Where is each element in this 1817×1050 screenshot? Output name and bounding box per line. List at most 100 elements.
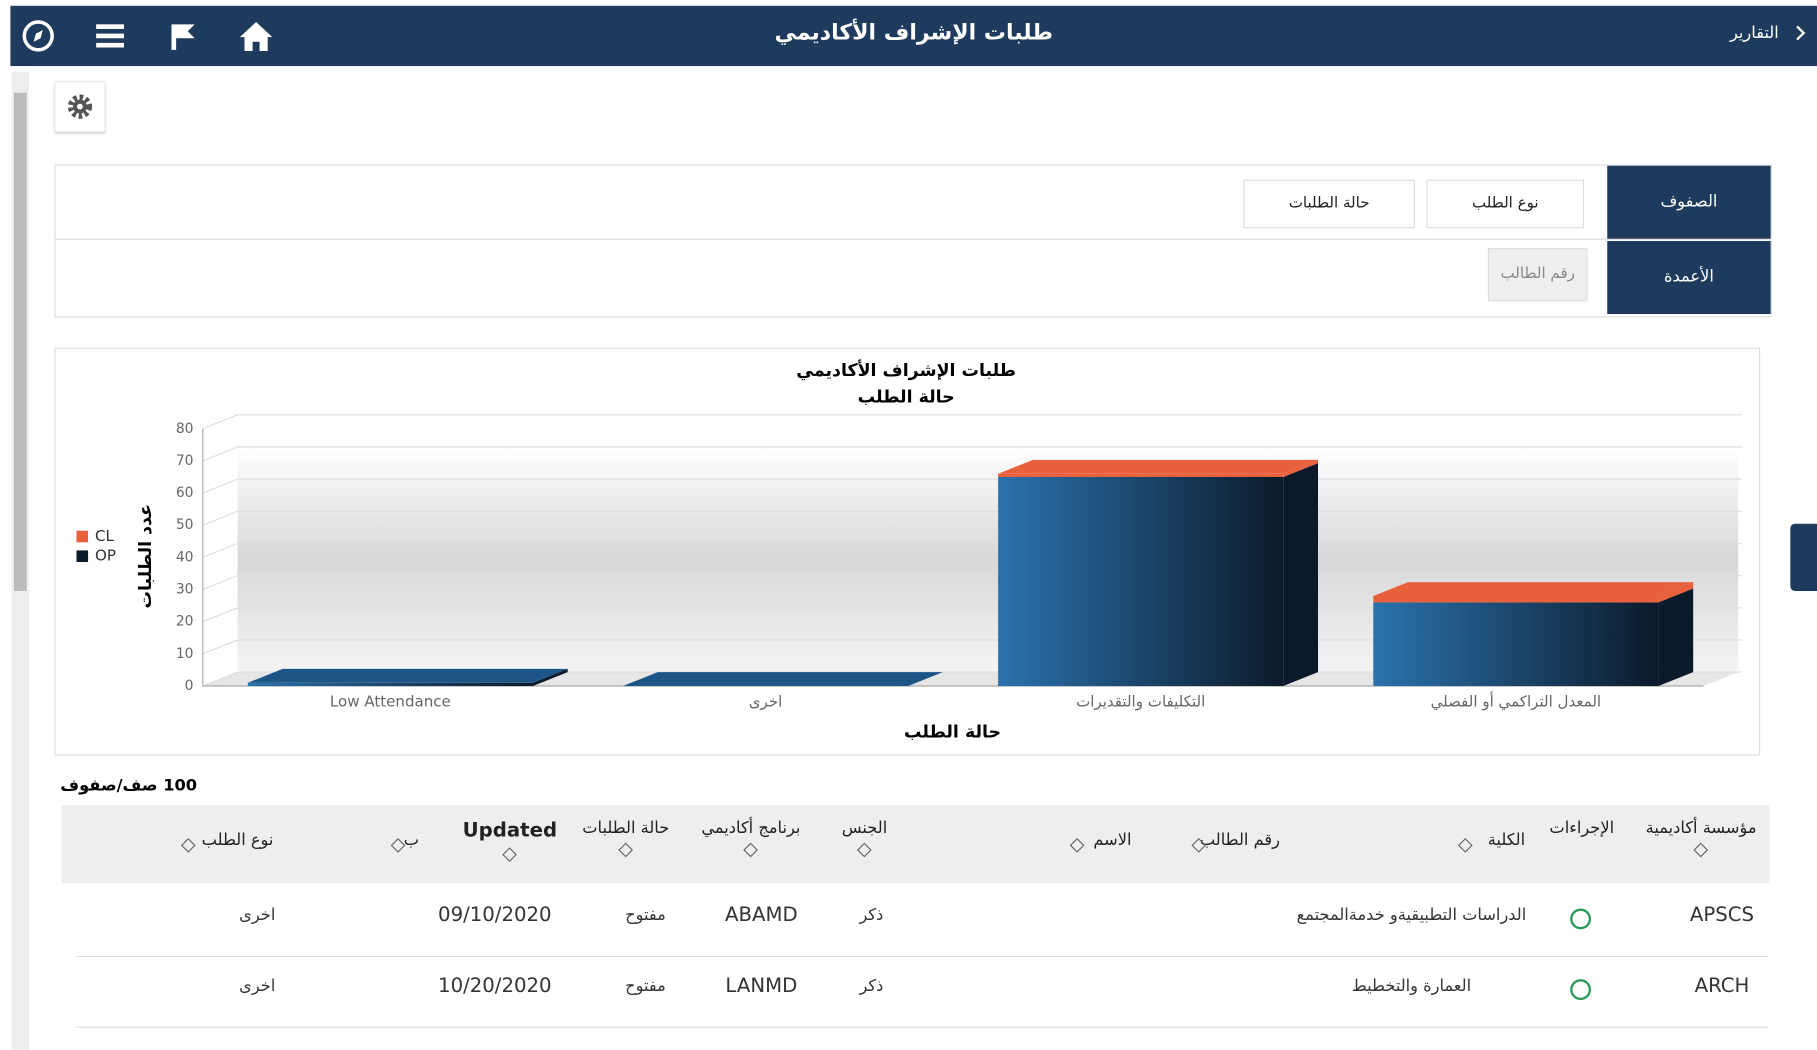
scroll-thumb[interactable] — [13, 92, 27, 591]
y-tick-label: 20 — [176, 614, 194, 630]
table-cell: مفتوح — [625, 976, 666, 996]
row-field-chip[interactable]: نوع الطلب — [1426, 179, 1585, 229]
bar-side — [1283, 459, 1319, 477]
table-cell: اخرى — [239, 906, 276, 925]
legend-swatch — [76, 550, 89, 563]
grid-line — [202, 510, 238, 526]
chart-title: طلبات الإشراف الأكاديمي — [796, 359, 1016, 381]
bar — [998, 476, 1284, 687]
y-tick-label: 80 — [176, 421, 194, 437]
bar-side — [1658, 588, 1694, 687]
menu-icon[interactable] — [92, 17, 129, 54]
x-axis-title: حالة الطلب — [904, 722, 1001, 742]
column-header: رقم الطالب — [1199, 830, 1280, 850]
sort-icon[interactable] — [1069, 837, 1085, 853]
bar-side — [1658, 582, 1694, 603]
y-tick-label: 30 — [176, 582, 194, 598]
chart-panel — [54, 347, 1761, 756]
row-divider — [76, 956, 1769, 958]
grid-line — [202, 639, 238, 655]
column-header: حالة الطلبات — [582, 819, 669, 855]
rows-label: الصفوف — [1607, 165, 1771, 239]
column-header: الكلية — [1487, 830, 1526, 850]
chart-subtitle: حالة الطلب — [858, 387, 955, 407]
flag-icon[interactable] — [165, 17, 202, 54]
table-cell: العمارة والتخطيط — [1351, 976, 1472, 996]
table-cell: 10/20/2020 — [438, 974, 552, 998]
action-icon[interactable] — [1570, 908, 1592, 930]
column-header: الإجراءات — [1549, 819, 1615, 838]
x-tick-label: المعدل التراكمي أو الفصلي — [1431, 692, 1602, 712]
table-cell: ذكر — [859, 906, 884, 925]
bar-top — [247, 668, 568, 683]
row-field-chip[interactable]: حالة الطلبات — [1243, 179, 1415, 229]
x-tick-label: اخرى — [749, 693, 783, 711]
table-cell: الدراسات التطبيقيةو خدمةالمجتمع — [1296, 906, 1527, 925]
pivot-panel: الصفوف الأعمدة نوع الطلب حالة الطلبات رق… — [54, 164, 1772, 318]
grid-line — [202, 542, 238, 558]
bar-top — [998, 459, 1319, 474]
bar-top — [1373, 582, 1694, 596]
y-axis-title: عدد الطلبات — [136, 504, 156, 608]
columns-label: الأعمدة — [1607, 241, 1771, 315]
table-cell: LANMD — [725, 974, 798, 998]
table-cell: 09/10/2020 — [438, 903, 552, 928]
x-tick-label: Low Attendance — [330, 693, 451, 711]
legend-swatch — [76, 530, 89, 543]
bar-side — [532, 668, 568, 687]
bar — [1373, 602, 1659, 687]
column-header: برنامج أكاديمي — [701, 819, 800, 855]
column-header: ب — [403, 830, 420, 850]
table-cell: مفتوح — [625, 906, 666, 925]
grid-line — [202, 446, 238, 462]
bar-top — [622, 672, 943, 687]
grid-line — [202, 607, 238, 623]
side-tab[interactable] — [1790, 523, 1817, 591]
sort-icon[interactable] — [1457, 837, 1473, 853]
grid-line — [202, 575, 238, 591]
column-header: مؤسسة أكاديمية — [1646, 819, 1757, 855]
scrollbar[interactable] — [11, 71, 29, 1050]
table-cell: اخرى — [239, 976, 276, 996]
compass-icon[interactable] — [20, 17, 57, 54]
row-divider — [76, 1026, 1769, 1028]
row-count: 100 صف/صفوف — [60, 776, 198, 795]
table-cell: ABAMD — [725, 903, 798, 928]
table-cell: APSCS — [1689, 903, 1755, 928]
x-tick-label: التكليفات والتقديرات — [1076, 693, 1205, 711]
y-tick-label: 40 — [176, 549, 194, 565]
back-link[interactable]: التقارير — [1730, 24, 1803, 43]
column-header: نوع الطلب — [201, 830, 274, 850]
floor — [202, 672, 1739, 687]
y-tick-label: 50 — [176, 517, 194, 533]
grid-line — [202, 414, 238, 430]
column-field-chip[interactable]: رقم الطالب — [1487, 247, 1588, 302]
bar — [1373, 595, 1659, 603]
y-tick-label: 10 — [176, 646, 194, 662]
table-cell: ذكر — [859, 976, 884, 996]
gear-icon — [67, 94, 93, 119]
action-icon[interactable] — [1570, 979, 1592, 1001]
back-wall — [237, 447, 1739, 673]
y-tick-label: 60 — [176, 485, 194, 501]
bar — [247, 682, 533, 687]
home-icon[interactable] — [238, 17, 275, 54]
legend-label: OP — [95, 547, 116, 565]
bar-side — [1283, 463, 1319, 687]
y-tick-label: 0 — [185, 678, 194, 694]
column-header: الاسم — [1093, 830, 1132, 850]
chart: طلبات الإشراف الأكاديمي حالة الطلب حالة … — [76, 359, 1742, 742]
column-header: Updated — [463, 819, 557, 860]
grid-line — [202, 671, 238, 687]
grid-line — [202, 478, 238, 494]
page-title: طلبات الإشراف الأكاديمي — [774, 19, 1053, 46]
sort-icon[interactable] — [180, 837, 196, 853]
bar — [998, 473, 1284, 477]
legend-label: CL — [95, 527, 115, 545]
top-bar: طلبات الإشراف الأكاديمي التقارير — [10, 5, 1817, 67]
table-header: مؤسسة أكاديمية الإجراءات الكلية رقم الطالب ا… — [61, 805, 1770, 884]
settings-button[interactable] — [54, 81, 106, 133]
y-tick-label: 70 — [176, 453, 194, 469]
column-header: الجنس — [842, 819, 888, 855]
